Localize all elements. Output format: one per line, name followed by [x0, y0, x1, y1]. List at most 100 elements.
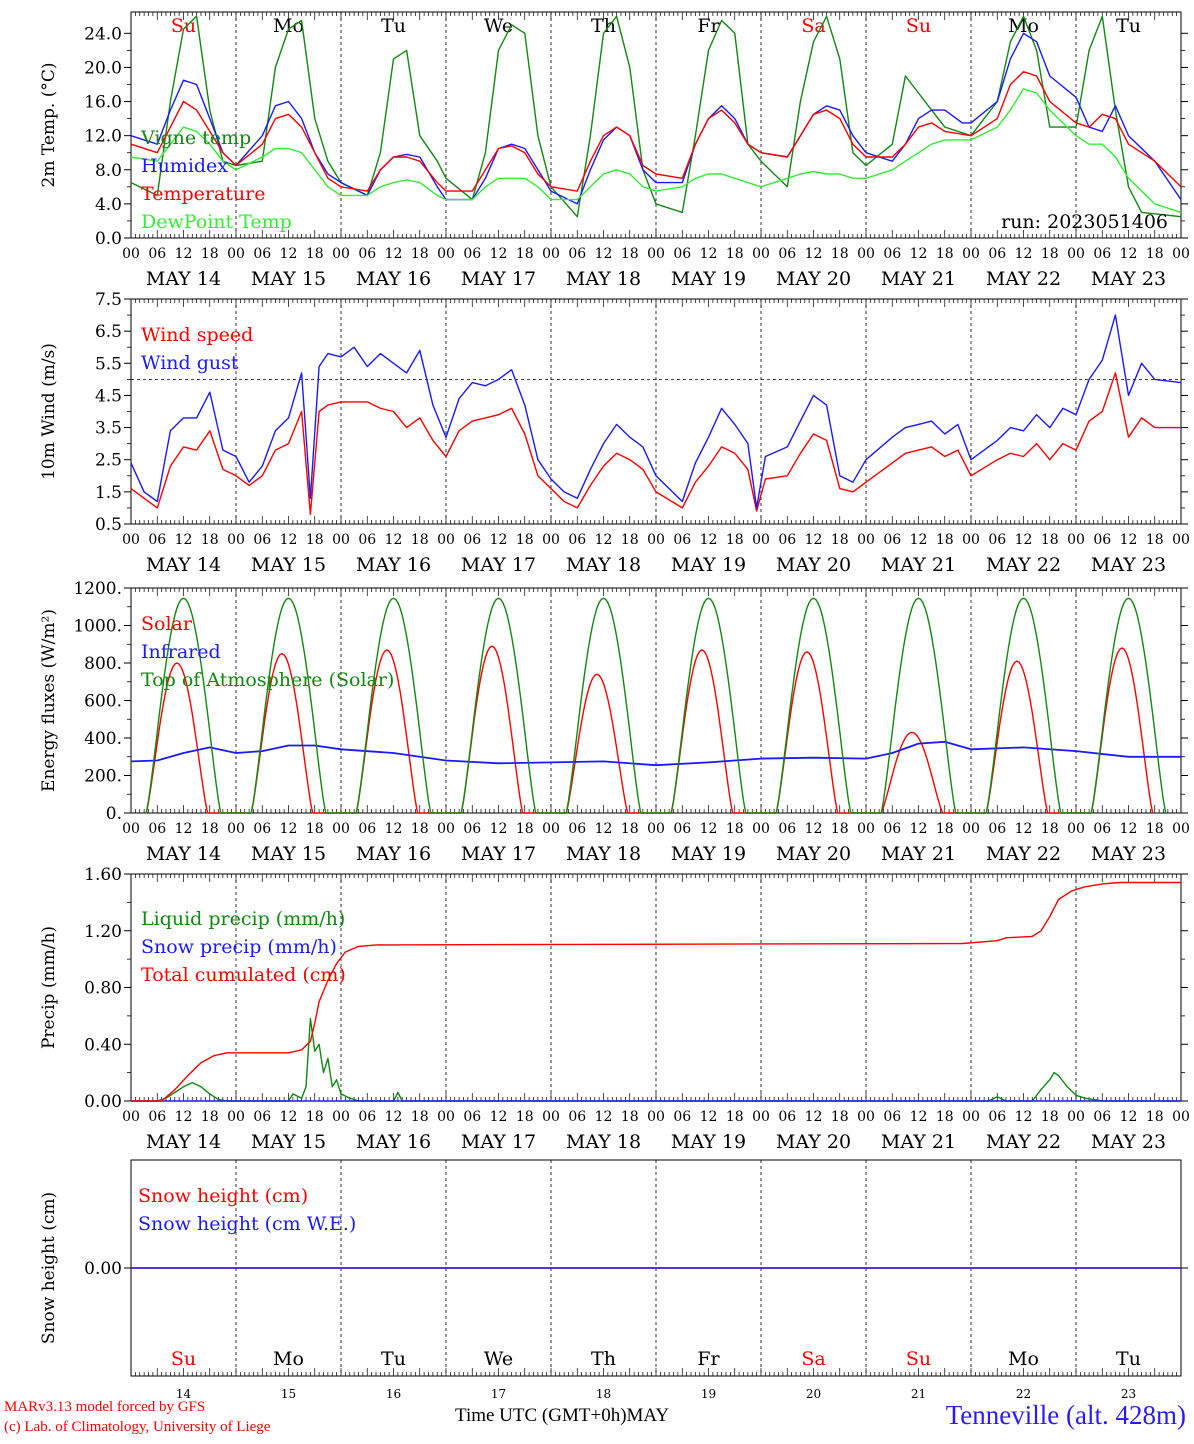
hour-tick-label: 18: [306, 532, 324, 548]
hour-tick-label: 00: [857, 1109, 875, 1125]
y-tick-label: 4.0: [95, 195, 122, 215]
date-label: MAY 23: [1091, 1131, 1166, 1153]
hour-tick-label: 00: [332, 246, 350, 262]
hour-tick-label: 18: [621, 532, 639, 548]
hour-tick-label: 00: [752, 821, 770, 837]
hour-tick-label: 06: [253, 1109, 271, 1125]
date-label: MAY 21: [881, 843, 956, 865]
hour-tick-label: 00: [332, 1109, 350, 1125]
weekday-label: Mo: [273, 15, 304, 37]
hour-tick-label: 00: [122, 1109, 140, 1125]
time-axis-title: Time UTC (GMT+0h): [455, 1405, 627, 1426]
y-tick-label: 6.5: [95, 322, 122, 342]
hour-tick-label: 12: [1120, 821, 1138, 837]
hour-tick-label: 18: [516, 821, 534, 837]
hour-tick-label: 00: [962, 821, 980, 837]
y-axis-title: Snow height (cm): [39, 1192, 59, 1344]
hour-tick-label: 12: [595, 532, 613, 548]
hour-tick-label: 06: [358, 1109, 376, 1125]
y-tick-label: 0.80: [84, 979, 122, 999]
hour-tick-label: 12: [280, 532, 298, 548]
hour-tick-label: 18: [831, 246, 849, 262]
series-line: [130, 740, 1181, 767]
lab-credit: (c) Lab. of Climatology, University of L…: [4, 1419, 271, 1435]
date-label: MAY 19: [671, 268, 746, 290]
hour-tick-label: 00: [1067, 821, 1085, 837]
date-label: MAY 15: [251, 554, 326, 576]
y-tick-label: 0.40: [84, 1035, 122, 1055]
hour-tick-label: 00: [1172, 532, 1190, 548]
hour-tick-label: 18: [936, 1109, 954, 1125]
day-number-label: 16: [386, 1387, 401, 1401]
y-tick-label: 0.00: [84, 1259, 122, 1279]
hour-tick-label: 06: [253, 246, 271, 262]
hour-tick-label: 06: [358, 821, 376, 837]
hour-tick-label: 00: [1067, 246, 1085, 262]
weekday-label: Fr: [697, 15, 720, 37]
weekday-label: Mo: [1008, 1348, 1039, 1370]
date-label: MAY 22: [986, 268, 1061, 290]
y-tick-label: 4.5: [95, 386, 122, 406]
hour-tick-label: 06: [253, 532, 271, 548]
legend-entry: Liquid precip (mm/h): [141, 908, 345, 930]
day-number-label: 20: [806, 1387, 821, 1401]
hour-tick-label: 12: [175, 1109, 193, 1125]
run-label: run: 2023051406: [1001, 211, 1168, 233]
hour-tick-label: 00: [647, 532, 665, 548]
hour-tick-label: 18: [621, 1109, 639, 1125]
date-label: MAY 14: [146, 554, 221, 576]
hour-tick-label: 00: [542, 821, 560, 837]
hour-tick-label: 12: [700, 532, 718, 548]
y-tick-label: 800.: [84, 654, 122, 674]
weekday-label: Tu: [1116, 1348, 1141, 1370]
legend-entry: Snow height (cm W.E.): [138, 1213, 356, 1235]
hour-tick-label: 06: [148, 1109, 166, 1125]
hour-tick-label: 18: [936, 821, 954, 837]
weekday-label: Su: [171, 15, 196, 37]
y-tick-label: 0.00: [84, 1092, 122, 1112]
date-label: MAY 16: [356, 1131, 431, 1153]
hour-tick-label: 06: [463, 1109, 481, 1125]
hour-tick-label: 12: [910, 246, 928, 262]
hour-tick-label: 12: [175, 246, 193, 262]
y-tick-label: 0.5: [95, 515, 122, 535]
hour-tick-label: 18: [831, 532, 849, 548]
day-number-label: 17: [491, 1387, 506, 1401]
date-label: MAY 18: [566, 843, 641, 865]
hour-tick-label: 00: [647, 246, 665, 262]
y-tick-label: 1.60: [84, 865, 122, 885]
y-tick-label: 7.5: [95, 290, 122, 310]
hour-tick-label: 18: [201, 1109, 219, 1125]
weekday-label: Mo: [273, 1348, 304, 1370]
hour-tick-label: 18: [201, 532, 219, 548]
hour-tick-label: 00: [227, 821, 245, 837]
hour-tick-label: 12: [490, 246, 508, 262]
series-line: [130, 372, 1181, 516]
hour-tick-label: 18: [411, 821, 429, 837]
hour-tick-label: 12: [1015, 246, 1033, 262]
legend-entry: Total cumulated (cm): [141, 964, 346, 986]
legend-entry: Temperature: [141, 183, 265, 205]
hour-tick-label: 00: [227, 1109, 245, 1125]
hour-tick-label: 18: [516, 1109, 534, 1125]
date-label: MAY 18: [566, 554, 641, 576]
hour-tick-label: 00: [857, 821, 875, 837]
hour-tick-label: 00: [437, 246, 455, 262]
date-label: MAY 16: [356, 843, 431, 865]
weekday-label: Su: [906, 15, 931, 37]
y-tick-label: 0.0: [95, 229, 122, 249]
hour-tick-label: 00: [752, 532, 770, 548]
hour-tick-label: 18: [936, 532, 954, 548]
legend-entry: Infrared: [141, 641, 221, 663]
hour-tick-label: 12: [805, 532, 823, 548]
date-label: MAY 22: [986, 554, 1061, 576]
date-label: MAY 20: [776, 268, 851, 290]
hour-tick-label: 00: [437, 1109, 455, 1125]
hour-tick-label: 12: [385, 532, 403, 548]
legend-entry: Top of Atmosphere (Solar): [141, 669, 394, 691]
y-axis-title: 2m Temp. (°C): [39, 62, 59, 187]
legend-entry: Wind gust: [141, 352, 239, 374]
hour-tick-label: 06: [568, 532, 586, 548]
date-label: MAY 19: [671, 554, 746, 576]
